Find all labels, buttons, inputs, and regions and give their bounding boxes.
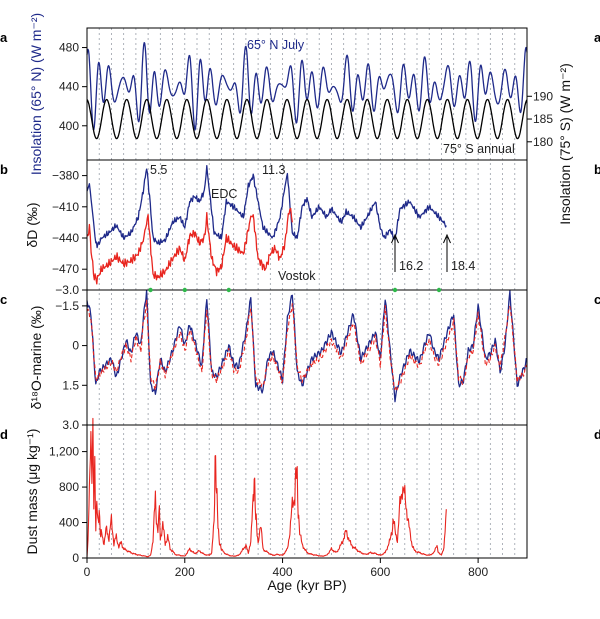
panel-letter-b: b (0, 162, 8, 177)
ytick-label-left: 1.5 (62, 378, 79, 392)
series-marine-stack (86, 289, 528, 403)
ytick-label-right: 185 (533, 112, 553, 126)
xtick-label: 200 (175, 565, 195, 579)
label-65N-july: 65° N July (247, 38, 305, 52)
series-65N-july (86, 41, 528, 131)
ytick-label-left: 0 (72, 551, 79, 565)
label-edc: EDC (211, 187, 237, 201)
green-marker (148, 287, 153, 293)
arrow-head-icon (391, 233, 399, 244)
text-layer: 400 440 480 180 185 190 65° N July 75° S annual… (0, 13, 600, 593)
axes-layer (82, 27, 532, 563)
panel-letter-c: c (0, 292, 7, 307)
ytick-label-right: 190 (533, 89, 553, 103)
series-model-dashed (86, 299, 528, 391)
ytick-label-left: −1.5 (55, 299, 79, 313)
ytick-label-left: 480 (59, 41, 79, 55)
panel-letter-right-a: a (594, 30, 600, 45)
annotation-5-5: 5.5 (150, 163, 167, 177)
ylabel-insolation-75S: Insolation (75° S) (W m⁻²) (557, 63, 573, 225)
annotation-mis-16.2: 16.2 (399, 259, 423, 273)
ytick-label-left: −440 (52, 231, 79, 245)
xtick-label: 0 (84, 565, 91, 579)
arrow-head-icon (443, 233, 451, 244)
panel-letter-right-b: b (594, 162, 600, 177)
ytick-label-left: 3.0 (62, 418, 79, 432)
panel-letter-right-c: c (594, 292, 600, 307)
annotation-mis-18.4: 18.4 (451, 259, 475, 273)
green-marker (226, 287, 231, 293)
xtick-label: 600 (370, 565, 390, 579)
green-marker (436, 287, 442, 293)
plot-frame (86, 27, 528, 559)
xtick-label: 400 (273, 565, 293, 579)
ylabel-dust-mass: Dust mass (μg kg⁻¹) (24, 429, 40, 555)
ytick-label-left: −410 (52, 200, 79, 214)
ytick-label-left: 1,200 (49, 445, 79, 459)
vertical-gridlines (98, 28, 516, 558)
label-75S-annual: 75° S annual (443, 142, 515, 156)
series-dust-mass (86, 417, 447, 558)
green-marker (182, 287, 187, 293)
ytick-label-left: 440 (59, 80, 79, 94)
ytick-label-left: −470 (52, 262, 79, 276)
ytick-label-left: −380 (52, 169, 79, 183)
ylabel-d18o-marine: δ¹⁸O-marine (‰) (28, 306, 44, 410)
series-layer (86, 41, 528, 558)
ytick-label-left: 400 (59, 119, 79, 133)
panel-letter-d: d (0, 427, 8, 442)
series-75S-annual (86, 98, 528, 140)
ytick-label-left: 0 (72, 339, 79, 353)
label-vostok: Vostok (278, 269, 316, 283)
xtick-label: 800 (468, 565, 488, 579)
panel-letter-right-d: d (594, 427, 600, 442)
ylabel-insolation-65N: Insolation (65° N) (W m⁻²) (28, 13, 44, 175)
panel-letter-a: a (0, 30, 8, 45)
series-edc-deuterium (86, 165, 447, 249)
annotation-11-3: 11.3 (262, 163, 285, 177)
xlabel-age: Age (kyr BP) (267, 577, 346, 593)
ytick-label-left: 800 (59, 480, 79, 494)
ytick-label-right: 180 (533, 135, 553, 149)
ylabel-deuterium: δD (‰) (24, 202, 40, 247)
ytick-label-left: −3.0 (55, 283, 79, 297)
green-marker (392, 287, 398, 293)
ytick-label-left: 400 (59, 516, 79, 530)
series-vostok-deuterium (86, 207, 293, 285)
